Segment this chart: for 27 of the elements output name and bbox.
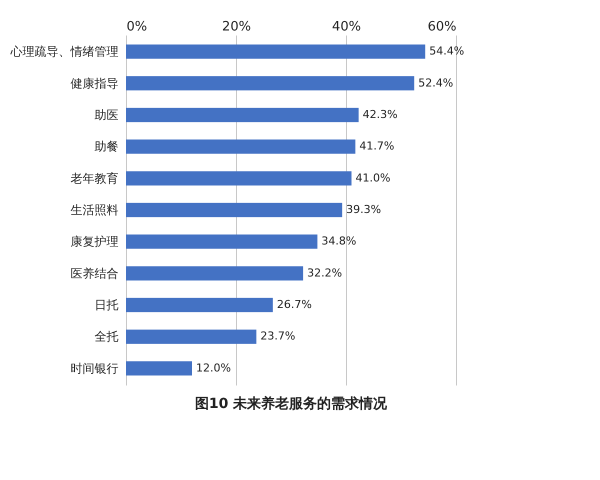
x-tick-label: 40% xyxy=(332,20,361,34)
data-label: 54.4% xyxy=(429,44,464,58)
x-tick-label: 0% xyxy=(126,20,148,34)
data-label: 23.7% xyxy=(260,330,296,343)
y-tick-label: 助餐 xyxy=(94,140,118,154)
text: 图10 未来养老服务的需求情况 xyxy=(194,395,388,412)
y-tick-label: 医养结合 xyxy=(70,266,118,280)
y-tick-label: 康复护理 xyxy=(70,234,118,249)
data-label: 39.3% xyxy=(346,203,382,216)
y-tick-label: 全托 xyxy=(94,330,118,344)
y-tick-label: 时间银行 xyxy=(70,361,118,376)
x-tick-label: 60% xyxy=(428,20,456,34)
data-label: 52.4% xyxy=(418,76,454,90)
x-tick-label: 20% xyxy=(222,20,251,34)
y-tick-label: 日托 xyxy=(94,298,118,312)
y-tick-label: 健康指导 xyxy=(70,76,118,90)
data-label: 32.2% xyxy=(307,266,342,280)
y-tick-label: 助医 xyxy=(94,108,118,122)
data-label: 26.7% xyxy=(276,298,312,312)
data-label: 41.0% xyxy=(356,171,390,184)
data-label: 34.8% xyxy=(321,234,356,248)
y-tick-label: 老年教育 xyxy=(70,171,118,186)
data-label: 41.7% xyxy=(359,140,394,153)
data-label: 42.3% xyxy=(362,108,398,121)
data-label: 12.0% xyxy=(196,361,231,374)
y-tick-label: 心理疏导、情绪管理 xyxy=(10,44,118,59)
y-tick-label: 生活照料 xyxy=(70,203,118,217)
